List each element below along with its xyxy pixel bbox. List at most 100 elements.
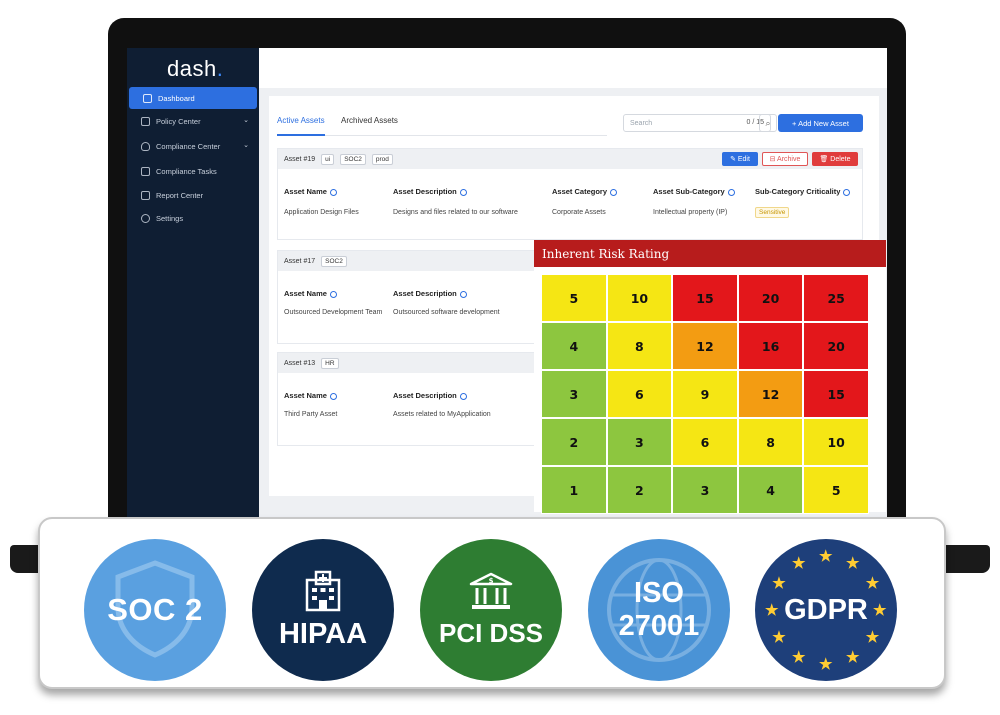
asset-name-label: Asset Name <box>284 391 337 400</box>
star-icon: ★ <box>873 602 887 619</box>
sidebar-item-label: Compliance Center <box>156 141 221 151</box>
star-icon: ★ <box>846 648 860 666</box>
edit-button[interactable]: ✎ Edit <box>722 152 758 166</box>
criticality-badge: Sensitive <box>755 207 790 218</box>
sidebar-item-policy-center[interactable]: Policy Center ⌄ <box>127 110 259 132</box>
asset-name-value: Outsourced Development Team <box>284 309 383 316</box>
risk-cell: 8 <box>737 418 804 466</box>
shield-icon <box>141 141 150 151</box>
risk-matrix-title: Inherent Risk Rating <box>534 240 886 267</box>
star-icon: ★ <box>865 575 880 592</box>
risk-cell: 6 <box>606 370 673 418</box>
sidebar-item-label: Settings <box>156 213 184 223</box>
inherent-risk-matrix: Inherent Risk Rating 5 10 15 20 25 4 8 12 16 20 3 6… <box>534 240 886 514</box>
asset-description-value: Assets related to MyApplication <box>393 411 491 418</box>
top-header <box>259 48 887 88</box>
tabs-divider <box>277 135 607 136</box>
risk-cell: 2 <box>541 418 607 466</box>
asset-id: Asset #17 <box>284 257 316 265</box>
sidebar-item-settings[interactable]: Settings <box>127 207 259 229</box>
risk-cell: 3 <box>541 370 607 418</box>
asset-tag: ui <box>321 153 335 165</box>
risk-cell: 20 <box>737 274 804 322</box>
star-icon: ★ <box>765 602 779 619</box>
chevron-down-icon: ⌄ <box>243 142 249 149</box>
gdpr-badge: ★ ★ ★ ★ ★ ★ ★ ★ ★ ★ ★ ★ GDPR <box>755 539 897 681</box>
asset-subcategory-label: Asset Sub-Category <box>653 187 735 196</box>
gear-icon <box>141 213 150 223</box>
add-new-asset-button[interactable]: + Add New Asset <box>778 114 863 132</box>
shield-icon <box>115 560 195 658</box>
risk-cell: 4 <box>737 466 804 514</box>
info-icon[interactable] <box>329 290 337 298</box>
search-input[interactable]: Search 0 / 15 <box>623 114 771 132</box>
info-icon[interactable] <box>459 290 467 298</box>
search-button[interactable]: ⌕ <box>759 114 777 132</box>
info-icon[interactable] <box>459 392 467 400</box>
certifications-strip: SOC 2 HIPAA $ PCI DSS <box>38 517 946 689</box>
soc2-badge: SOC 2 <box>84 539 226 681</box>
sidebar-item-dashboard[interactable]: Dashboard <box>129 87 257 109</box>
document-icon <box>141 116 150 126</box>
risk-cell: 10 <box>803 418 869 466</box>
tab-archived-assets[interactable]: Archived Assets <box>341 116 398 125</box>
soc2-label: SOC 2 <box>107 592 203 627</box>
asset-category-label: Asset Category <box>552 187 618 196</box>
sidebar-item-report-center[interactable]: Report Center <box>127 184 259 206</box>
tab-active-assets[interactable]: Active Assets <box>277 116 325 125</box>
info-icon[interactable] <box>329 392 337 400</box>
asset-description-label: Asset Description <box>393 391 467 400</box>
risk-cell: 1 <box>541 466 607 514</box>
sidebar-item-compliance-center[interactable]: Compliance Center ⌄ <box>127 135 259 157</box>
asset-name-value: Third Party Asset <box>284 411 338 418</box>
hipaa-label: HIPAA <box>278 617 368 650</box>
asset-id: Asset #13 <box>284 359 316 367</box>
asset-tag: SOC2 <box>340 153 366 165</box>
asset-tag: HR <box>321 357 339 369</box>
asset-description-label: Asset Description <box>393 289 467 298</box>
active-tab-indicator <box>277 134 325 136</box>
star-icon: ★ <box>865 629 880 646</box>
risk-cell: 4 <box>541 322 607 370</box>
checkbox-icon <box>141 166 150 176</box>
bank-icon: $ <box>469 572 513 609</box>
hospital-icon <box>305 570 341 611</box>
risk-cell: 5 <box>541 274 607 322</box>
star-icon: ★ <box>846 555 860 573</box>
monitor-icon <box>143 93 152 103</box>
risk-cell: 20 <box>803 322 869 370</box>
delete-button[interactable]: 🗑 Delete <box>812 152 858 166</box>
risk-cell: 3 <box>606 418 673 466</box>
risk-cell: 10 <box>606 274 673 322</box>
risk-cell: 12 <box>672 322 738 370</box>
iso-27001-badge: ISO 27001 <box>588 539 730 681</box>
app-logo[interactable]: dash. <box>167 56 224 81</box>
asset-subcategory-value: Intellectual property (IP) <box>653 209 728 216</box>
asset-description-label: Asset Description <box>393 187 467 196</box>
star-icon: ★ <box>792 555 806 573</box>
asset-name-value: Application Design Files <box>284 209 359 216</box>
info-icon[interactable] <box>843 188 851 196</box>
asset-description-value: Outsourced software development <box>393 309 500 316</box>
risk-cell: 5 <box>803 466 869 514</box>
iso-number: 27001 <box>618 610 700 642</box>
search-icon: ⌕ <box>765 117 771 128</box>
info-icon[interactable] <box>459 188 467 196</box>
asset-card: Asset #19 ui SOC2 prod ✎ Edit ⊟ Archive … <box>277 148 863 240</box>
risk-cell: 15 <box>672 274 738 322</box>
asset-tag: SOC2 <box>321 255 347 267</box>
criticality-label: Sub-Category Criticality <box>755 187 851 196</box>
asset-name-label: Asset Name <box>284 289 337 298</box>
risk-cell: 15 <box>803 370 869 418</box>
sidebar-item-compliance-tasks[interactable]: Compliance Tasks <box>127 160 259 182</box>
risk-cell: 6 <box>672 418 738 466</box>
info-icon[interactable] <box>610 188 618 196</box>
gdpr-label: GDPR <box>784 593 868 626</box>
pci-dss-label: PCI DSS <box>438 617 544 648</box>
risk-cell: 16 <box>737 322 804 370</box>
archive-button[interactable]: ⊟ Archive <box>762 152 808 166</box>
asset-category-value: Corporate Assets <box>552 209 606 216</box>
info-icon[interactable] <box>727 188 735 196</box>
info-icon[interactable] <box>329 188 337 196</box>
